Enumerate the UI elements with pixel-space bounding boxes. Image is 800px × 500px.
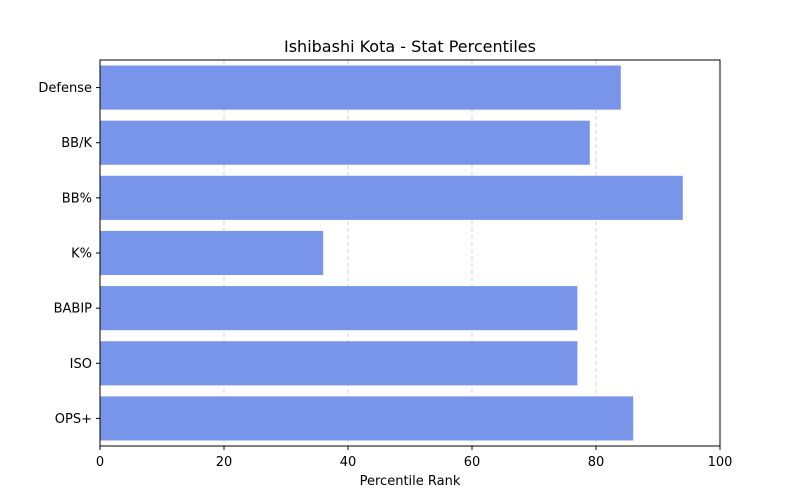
- y-tick-label: ISO: [70, 357, 92, 372]
- bar: [100, 65, 621, 110]
- x-tick-label: 60: [464, 455, 481, 470]
- bar: [100, 230, 324, 276]
- y-tick-label: K%: [71, 247, 92, 262]
- bars-group: [100, 65, 683, 441]
- bar: [100, 120, 590, 165]
- y-tick-label: BB/K: [61, 136, 92, 151]
- y-tick-label: BB%: [62, 191, 92, 206]
- bar: [100, 396, 634, 441]
- x-tick-label: 20: [216, 455, 233, 470]
- y-tick-label: OPS+: [55, 412, 92, 427]
- x-tick-label: 80: [588, 455, 605, 470]
- x-axis-label: Percentile Rank: [360, 474, 461, 489]
- bar: [100, 341, 578, 386]
- x-tick-label: 40: [340, 455, 357, 470]
- y-tick-label: BABIP: [54, 302, 93, 317]
- y-tick-label: Defense: [38, 81, 92, 96]
- x-axis-ticks: 0 20 40 60 80 100: [96, 446, 733, 470]
- bar: [100, 175, 683, 220]
- chart-title: Ishibashi Kota - Stat Percentiles: [284, 37, 536, 56]
- y-axis-ticks: OPS+ ISO BABIP K% BB% BB/K Defense: [38, 81, 100, 427]
- x-tick-label: 100: [708, 455, 733, 470]
- bar: [100, 286, 578, 331]
- x-tick-label: 0: [96, 455, 104, 470]
